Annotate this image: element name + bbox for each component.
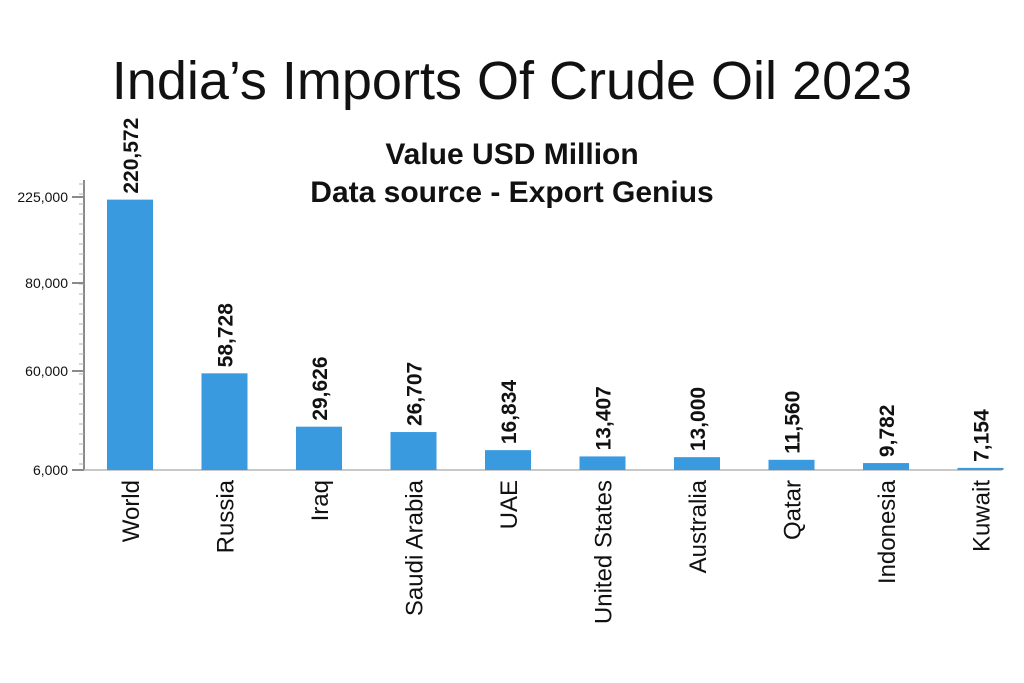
value-label: 16,834	[498, 380, 521, 445]
category-label: Qatar	[780, 480, 807, 540]
bar-russia	[201, 373, 248, 470]
value-label: 9,782	[876, 405, 899, 458]
value-label: 13,407	[593, 386, 616, 450]
chart-title: India’s Imports Of Crude Oil 2023	[111, 51, 913, 111]
y-tick-label: 60,000	[25, 363, 68, 379]
value-label: 11,560	[782, 391, 805, 454]
value-label: 58,728	[215, 303, 238, 368]
category-label: Indonesia	[874, 479, 901, 584]
chart-subtitle-source: Data source - Export Genius	[310, 176, 714, 209]
bar-kuwait	[957, 467, 1004, 470]
value-label: 29,626	[309, 356, 332, 420]
category-label: Australia	[685, 479, 712, 573]
category-label: United States	[591, 480, 618, 624]
category-label: World	[118, 480, 145, 542]
bar-indonesia	[863, 463, 909, 470]
bar-uae	[485, 450, 531, 470]
bar-iraq	[296, 426, 342, 470]
y-tick-label: 225,000	[17, 189, 68, 205]
value-label: 7,154	[971, 409, 994, 462]
category-label: Iraq	[307, 480, 334, 521]
bar-qatar	[768, 459, 815, 470]
bar-united-states	[579, 456, 626, 470]
category-label: Kuwait	[969, 480, 996, 552]
value-label: 26,707	[404, 362, 427, 426]
category-label: Saudi Arabia	[402, 479, 429, 616]
y-tick-label: 6,000	[33, 462, 68, 478]
chart-subtitle-units: Value USD Million	[385, 138, 639, 171]
y-tick-label: 80,000	[25, 275, 68, 291]
category-label: Russia	[213, 479, 240, 553]
value-label: 220,572	[120, 118, 143, 194]
category-label: UAE	[496, 480, 523, 529]
value-label: 13,000	[687, 387, 710, 451]
bar-saudi-arabia	[390, 432, 437, 470]
bar-australia	[674, 457, 720, 470]
bar-world	[107, 199, 153, 470]
